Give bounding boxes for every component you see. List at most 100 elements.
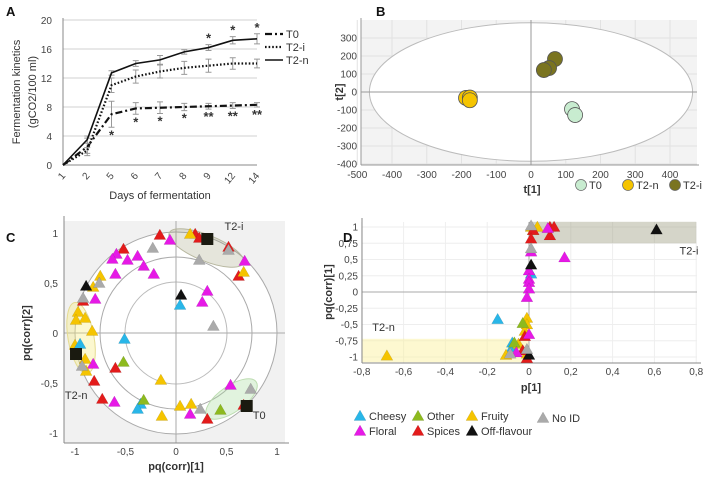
y-tick-label: -100: [337, 106, 357, 117]
significance-star: **: [252, 107, 263, 122]
loading-point-floral: [522, 327, 536, 339]
loading-point-spices: [117, 242, 130, 254]
loading-point-off_flavour: [524, 258, 538, 270]
x-tick-label: 12: [222, 171, 238, 187]
loading-point-no_id: [192, 253, 206, 265]
loading-point-no_id: [75, 359, 89, 371]
y-tick-label: -300: [337, 142, 357, 153]
y-tick-label: 0,25: [339, 271, 359, 282]
x-axis-label: pq(corr)[1]: [148, 461, 204, 473]
y-tick-label: 0,5: [344, 255, 358, 266]
loading-point-no_id: [524, 219, 538, 231]
y-tick-label: 100: [340, 70, 357, 81]
y-tick-label: 12: [41, 74, 53, 85]
y-tick-label: -0,5: [341, 320, 359, 331]
error-bar: [181, 102, 188, 112]
x-tick-label: -0,6: [395, 367, 413, 378]
group-label: T2-i: [224, 221, 243, 233]
highlight-T2-i: [529, 221, 697, 244]
legend-marker-floral: [353, 424, 367, 436]
legend-label: Fruity: [481, 411, 509, 423]
y-tick-label: 8: [46, 103, 52, 114]
legend-label: No ID: [552, 413, 580, 425]
loading-point-no_id: [244, 382, 258, 394]
x-tick-label: 300: [627, 170, 644, 181]
loading-point-fruity: [154, 373, 168, 385]
loading-point-cheesy: [118, 332, 131, 344]
significance-star: *: [254, 20, 260, 35]
loading-point-fruity: [183, 227, 197, 239]
y-tick-label: 0,5: [44, 279, 58, 290]
loading-point-spices: [108, 361, 122, 373]
loading-point-other: [214, 403, 227, 415]
significance-star: **: [228, 108, 239, 123]
loading-point-other: [507, 336, 521, 348]
x-tick-label: -0,8: [353, 367, 371, 378]
x-tick-label: 0,5: [220, 447, 234, 458]
score-point-T2-n: [461, 92, 478, 109]
loading-point-no_id: [222, 243, 235, 255]
x-tick-label: -100: [486, 170, 506, 181]
y-tick-label: 300: [340, 34, 357, 45]
group-center-square: [201, 233, 214, 245]
y-tick-label: 200: [340, 52, 357, 63]
significance-star: *: [206, 31, 212, 46]
loading-point-no_id: [503, 347, 517, 359]
x-tick-label: 0,4: [606, 367, 620, 378]
loading-point-floral: [147, 267, 161, 279]
x-tick-label: -200: [451, 170, 471, 181]
loading-point-no_id: [146, 241, 160, 253]
significance-star: *: [182, 111, 188, 126]
y-axis-label: t[2]: [334, 83, 346, 100]
x-tick-label: -300: [417, 170, 437, 181]
y-axis-label: pq(corr)[1]: [323, 264, 335, 320]
error-bar: [205, 58, 212, 73]
group-label: T2-n: [372, 322, 395, 334]
legend-label: Off-flavour: [481, 426, 532, 438]
group-label: T2-n: [65, 390, 88, 402]
y-tick-label: 0: [52, 329, 58, 340]
loading-point-no_id: [92, 276, 106, 288]
loading-point-no_id: [524, 241, 538, 254]
legend-marker-off_flavour: [465, 424, 479, 436]
loading-point-no_id: [520, 342, 534, 354]
legend-label: T2-n: [286, 55, 309, 67]
loading-point-floral: [522, 282, 536, 294]
y-tick-label: -0,75: [335, 336, 358, 347]
legend-marker-T0: [575, 179, 587, 191]
x-tick-label: 400: [662, 170, 679, 181]
error-bar: [229, 102, 236, 109]
x-tick-label: 2: [81, 171, 93, 183]
y-tick-label: 1: [52, 229, 58, 240]
x-tick-label: 0,6: [647, 367, 661, 378]
y-tick-label: -200: [337, 124, 357, 135]
legend-label: Spices: [427, 426, 461, 438]
y-tick-label: -1: [49, 429, 58, 440]
panel-c-chart: -1 -0,5 0 0,5 1 1 0,5 0 -0,5 -1 T2-i T2-n T0 pq(corr)…: [21, 216, 289, 473]
loading-point-floral: [105, 252, 119, 264]
loading-point-cheesy: [173, 298, 187, 310]
legend-marker-no_id: [536, 411, 550, 423]
loading-point-floral: [238, 254, 252, 266]
loading-point-spices: [543, 228, 557, 241]
loading-point-spices: [95, 392, 109, 404]
x-tick-label: -500: [347, 170, 367, 181]
score-point-T2-i: [535, 62, 552, 78]
y-tick-label: -0,5: [41, 379, 59, 390]
loading-point-fruity: [173, 399, 187, 411]
y-tick-label: 1: [352, 223, 358, 234]
x-tick-label: 0: [528, 170, 534, 181]
loading-point-cheesy: [131, 402, 145, 414]
loading-point-floral: [107, 395, 121, 407]
highlight-T2-n: [361, 338, 529, 363]
loading-point-other: [137, 393, 151, 405]
loading-point-no_id: [206, 319, 220, 331]
x-tick-label: 0: [173, 447, 179, 458]
legend-label: T0: [589, 180, 602, 192]
group-center-square: [240, 400, 253, 412]
loading-point-no_id: [193, 402, 207, 414]
x-tick-label: 0,8: [689, 367, 703, 378]
y-tick-label: 20: [41, 16, 53, 27]
legend-marker-fruity: [465, 409, 479, 421]
